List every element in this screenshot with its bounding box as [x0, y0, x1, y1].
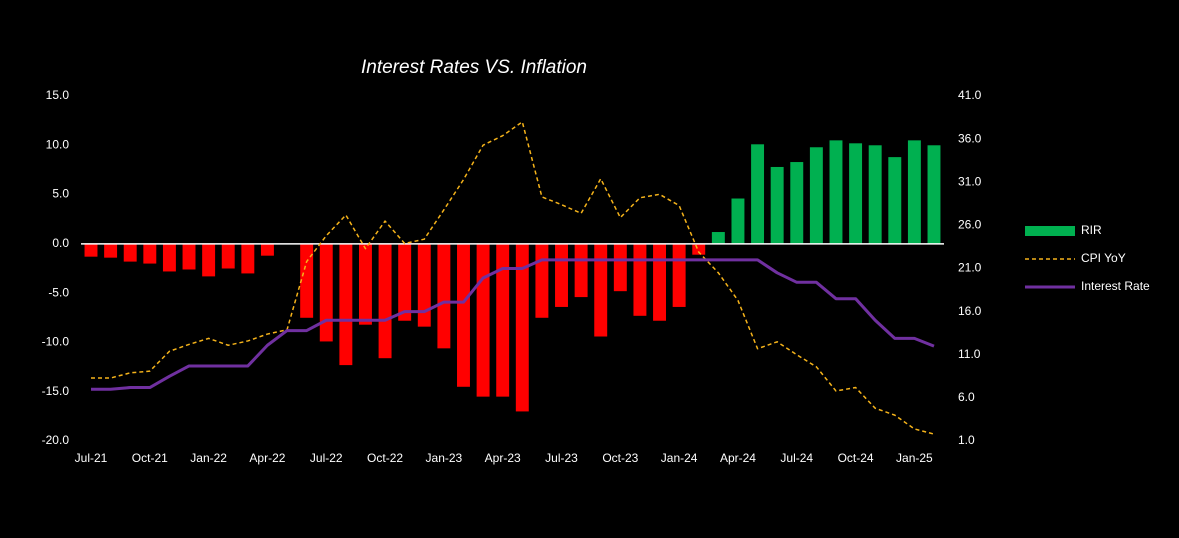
bar	[300, 243, 314, 318]
x-tick-label: Jul-23	[545, 451, 578, 465]
y2-tick-label: 1.0	[958, 433, 975, 447]
bar	[672, 243, 686, 307]
x-tick-label: Jan-23	[426, 451, 463, 465]
bar	[751, 144, 765, 244]
x-tick-label: Apr-22	[249, 451, 285, 465]
bar	[849, 143, 863, 244]
bar	[515, 243, 529, 412]
y-tick-label: -20.0	[42, 433, 70, 447]
x-tick-label: Apr-24	[720, 451, 756, 465]
y2-tick-label: 21.0	[958, 261, 982, 275]
bar	[260, 243, 274, 256]
x-tick-label: Oct-21	[132, 451, 168, 465]
x-tick-label: Jul-21	[75, 451, 108, 465]
bar	[123, 243, 137, 262]
bar	[437, 243, 451, 349]
bar	[378, 243, 392, 359]
line-series	[91, 121, 935, 435]
x-tick-label: Jan-24	[661, 451, 698, 465]
x-tick-label: Oct-23	[602, 451, 638, 465]
bar	[731, 198, 745, 244]
bar	[790, 162, 804, 244]
bar	[202, 243, 216, 277]
y-tick-label: 10.0	[46, 137, 70, 151]
y-tick-label: 0.0	[52, 236, 69, 250]
chart-title: Interest Rates VS. Inflation	[361, 57, 587, 78]
bar	[182, 243, 196, 270]
bar	[613, 243, 627, 292]
bar	[476, 243, 490, 397]
bar	[907, 140, 921, 244]
y2-tick-label: 41.0	[958, 88, 982, 102]
x-tick-label: Apr-23	[485, 451, 521, 465]
x-tick-label: Jan-25	[896, 451, 933, 465]
bar	[574, 243, 588, 298]
bar	[162, 243, 176, 272]
x-tick-label: Oct-24	[838, 451, 874, 465]
bar	[417, 243, 431, 327]
y-tick-label: -10.0	[42, 335, 70, 349]
x-tick-label: Jul-24	[780, 451, 813, 465]
bar	[809, 147, 823, 244]
bar	[927, 145, 941, 244]
x-tick-label: Oct-22	[367, 451, 403, 465]
bar	[398, 243, 412, 321]
bar	[711, 232, 725, 244]
y2-tick-label: 36.0	[958, 131, 982, 145]
bar	[221, 243, 235, 269]
y2-tick-label: 31.0	[958, 174, 982, 188]
bar	[457, 243, 470, 387]
bar	[535, 243, 549, 318]
bar	[496, 243, 510, 397]
bar	[770, 166, 784, 244]
y2-tick-label: 11.0	[958, 347, 981, 361]
bar	[339, 243, 353, 366]
bar	[653, 243, 667, 321]
x-tick-label: Jul-22	[310, 451, 343, 465]
y2-tick-label: 16.0	[958, 304, 982, 318]
legend-label: CPI YoY	[1081, 251, 1126, 265]
y-tick-label: 5.0	[52, 187, 69, 201]
bar	[143, 243, 157, 264]
line-series	[91, 258, 935, 391]
legend-label: RIR	[1081, 223, 1102, 237]
bar	[692, 243, 706, 255]
y-tick-label: -5.0	[48, 285, 69, 299]
bar	[594, 243, 608, 337]
y-tick-label: 15.0	[46, 88, 70, 102]
bar	[633, 243, 647, 316]
bar	[84, 243, 98, 257]
bar	[319, 243, 333, 342]
y2-tick-label: 6.0	[958, 390, 975, 404]
bar	[829, 140, 843, 244]
bar	[104, 243, 118, 258]
bar	[358, 243, 372, 325]
legend-swatch	[1025, 226, 1075, 236]
bar	[555, 243, 568, 307]
bar	[868, 145, 882, 244]
legend-label: Interest Rate	[1081, 279, 1150, 293]
y-tick-label: -15.0	[42, 384, 70, 398]
x-tick-label: Jan-22	[190, 451, 227, 465]
bar	[888, 157, 902, 244]
bar	[241, 243, 255, 274]
y2-tick-label: 26.0	[958, 218, 982, 232]
